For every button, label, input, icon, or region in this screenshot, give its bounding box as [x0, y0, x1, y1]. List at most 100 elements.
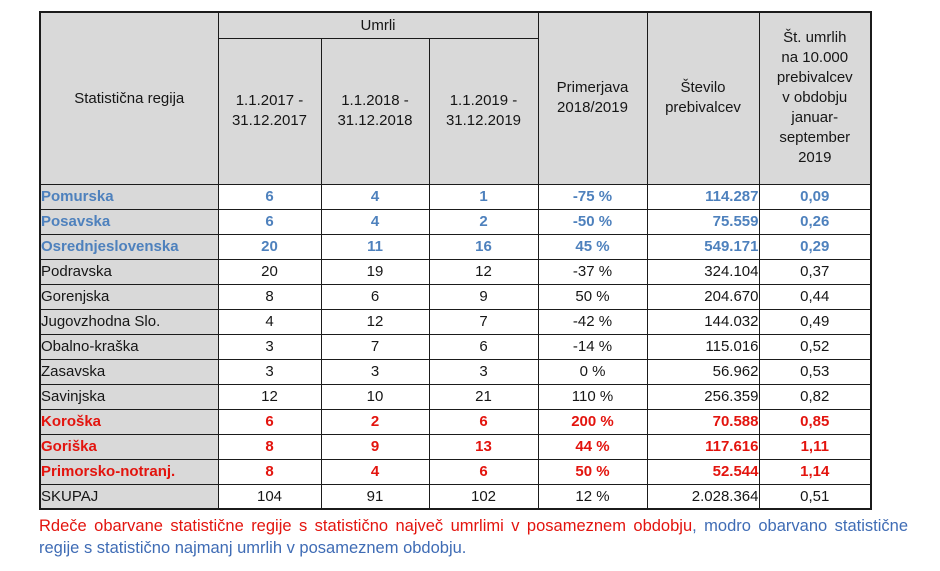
deaths-2019-cell: 102: [428, 483, 539, 510]
death-rate-cell: 0,09: [758, 183, 872, 210]
col-header-region: Statistična regija: [39, 11, 219, 185]
comparison-2018-2019-cell: -37 %: [537, 258, 648, 285]
table-row: Zasavska 3 3 3 0 % 56.962 0,53: [39, 358, 872, 385]
deaths-2017-cell: 20: [217, 258, 322, 285]
death-rate-cell: 1,11: [758, 433, 872, 460]
legend-note-red-segment: Rdeče obarvane statistične regije s stat…: [39, 517, 693, 535]
deaths-2019-cell: 6: [428, 408, 539, 435]
death-rate-cell: 0,53: [758, 358, 872, 385]
region-name-cell: Zasavska: [39, 358, 219, 385]
deaths-2017-cell: 6: [217, 208, 322, 235]
comparison-2018-2019-cell: 12 %: [537, 483, 648, 510]
table-row: Gorenjska 8 6 9 50 % 204.670 0,44: [39, 283, 872, 310]
population-cell: 114.287: [646, 183, 760, 210]
deaths-2017-cell: 4: [217, 308, 322, 335]
deaths-2018-cell: 91: [320, 483, 430, 510]
deaths-2017-cell: 8: [217, 433, 322, 460]
comparison-2018-2019-cell: 200 %: [537, 408, 648, 435]
death-rate-cell: 0,49: [758, 308, 872, 335]
population-cell: 52.544: [646, 458, 760, 485]
deaths-2018-cell: 7: [320, 333, 430, 360]
death-rate-cell: 1,14: [758, 458, 872, 485]
deaths-2018-cell: 4: [320, 208, 430, 235]
legend-note-blue-segment: modro obarvano statistične regije s stat…: [39, 517, 908, 557]
death-rate-cell: 0,44: [758, 283, 872, 310]
region-name-cell: Posavska: [39, 208, 219, 235]
col-header-period-2017: 1.1.2017 - 31.12.2017: [217, 37, 322, 185]
deaths-2019-cell: 12: [428, 258, 539, 285]
region-name-cell: Podravska: [39, 258, 219, 285]
table-row: Pomurska 6 4 1 -75 % 114.287 0,09: [39, 183, 872, 210]
legend-note: Rdeče obarvane statistične regije s stat…: [39, 515, 908, 559]
death-rate-cell: 0,26: [758, 208, 872, 235]
deaths-2017-cell: 3: [217, 358, 322, 385]
population-cell: 144.032: [646, 308, 760, 335]
death-rate-cell: 0,51: [758, 483, 872, 510]
table-body: Pomurska 6 4 1 -75 % 114.287 0,09 Posavska 6 4 2 -5…: [39, 183, 872, 510]
table-header: Statistična regija Umrli Primerjava 2018…: [39, 11, 872, 185]
deaths-2018-cell: 6: [320, 283, 430, 310]
deaths-2018-cell: 3: [320, 358, 430, 385]
comparison-2018-2019-cell: -75 %: [537, 183, 648, 210]
deaths-2017-cell: 12: [217, 383, 322, 410]
deaths-2019-cell: 21: [428, 383, 539, 410]
comparison-2018-2019-cell: 44 %: [537, 433, 648, 460]
population-cell: 2.028.364: [646, 483, 760, 510]
comparison-2018-2019-cell: 0 %: [537, 358, 648, 385]
deaths-2017-cell: 3: [217, 333, 322, 360]
table-row: Posavska 6 4 2 -50 % 75.559 0,26: [39, 208, 872, 235]
deaths-2017-cell: 8: [217, 458, 322, 485]
region-name-cell: SKUPAJ: [39, 483, 219, 510]
col-header-period-2019: 1.1.2019 - 31.12.2019: [428, 37, 539, 185]
comparison-2018-2019-cell: 110 %: [537, 383, 648, 410]
population-cell: 70.588: [646, 408, 760, 435]
deaths-2019-cell: 9: [428, 283, 539, 310]
mortality-by-region-table: Statistična regija Umrli Primerjava 2018…: [39, 11, 872, 510]
region-name-cell: Obalno-kraška: [39, 333, 219, 360]
death-rate-cell: 0,52: [758, 333, 872, 360]
col-header-population: Število prebivalcev: [646, 11, 760, 185]
table-row: Jugovzhodna Slo. 4 12 7 -42 % 144.032 0,49: [39, 308, 872, 335]
deaths-2018-cell: 4: [320, 183, 430, 210]
table-row: Primorsko-notranj. 8 4 6 50 % 52.544 1,14: [39, 458, 872, 485]
col-header-comparison: Primerjava 2018/2019: [537, 11, 648, 185]
deaths-2017-cell: 104: [217, 483, 322, 510]
deaths-2019-cell: 6: [428, 458, 539, 485]
deaths-2018-cell: 12: [320, 308, 430, 335]
table-row: Obalno-kraška 3 7 6 -14 % 115.016 0,52: [39, 333, 872, 360]
deaths-2019-cell: 7: [428, 308, 539, 335]
comparison-2018-2019-cell: -50 %: [537, 208, 648, 235]
population-cell: 115.016: [646, 333, 760, 360]
deaths-2019-cell: 2: [428, 208, 539, 235]
death-rate-cell: 0,37: [758, 258, 872, 285]
region-name-cell: Primorsko-notranj.: [39, 458, 219, 485]
death-rate-cell: 0,29: [758, 233, 872, 260]
population-cell: 117.616: [646, 433, 760, 460]
table-row: Osrednjeslovenska 20 11 16 45 % 549.171 0,29: [39, 233, 872, 260]
col-header-rate: Št. umrlih na 10.000 prebivalcev v obdob…: [758, 11, 872, 185]
deaths-2017-cell: 6: [217, 408, 322, 435]
population-cell: 324.104: [646, 258, 760, 285]
deaths-2018-cell: 19: [320, 258, 430, 285]
population-cell: 75.559: [646, 208, 760, 235]
region-name-cell: Jugovzhodna Slo.: [39, 308, 219, 335]
region-name-cell: Savinjska: [39, 383, 219, 410]
region-name-cell: Osrednjeslovenska: [39, 233, 219, 260]
table-row: SKUPAJ 104 91 102 12 % 2.028.364 0,51: [39, 483, 872, 510]
deaths-2019-cell: 13: [428, 433, 539, 460]
population-cell: 256.359: [646, 383, 760, 410]
comparison-2018-2019-cell: 45 %: [537, 233, 648, 260]
deaths-2017-cell: 6: [217, 183, 322, 210]
deaths-2018-cell: 2: [320, 408, 430, 435]
table-row: Koroška 6 2 6 200 % 70.588 0,85: [39, 408, 872, 435]
region-name-cell: Gorenjska: [39, 283, 219, 310]
deaths-2019-cell: 6: [428, 333, 539, 360]
comparison-2018-2019-cell: -42 %: [537, 308, 648, 335]
table-row: Podravska 20 19 12 -37 % 324.104 0,37: [39, 258, 872, 285]
deaths-2018-cell: 11: [320, 233, 430, 260]
population-cell: 56.962: [646, 358, 760, 385]
table-row: Savinjska 12 10 21 110 % 256.359 0,82: [39, 383, 872, 410]
deaths-2018-cell: 10: [320, 383, 430, 410]
region-name-cell: Goriška: [39, 433, 219, 460]
